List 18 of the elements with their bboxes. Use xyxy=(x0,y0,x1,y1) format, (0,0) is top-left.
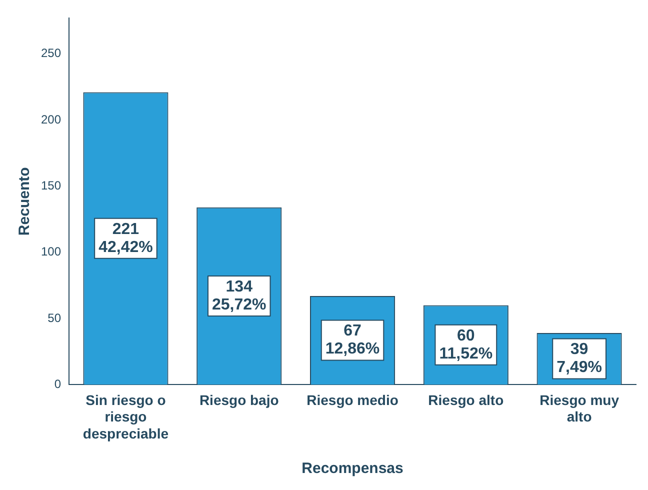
x-tick-label: Sin riesgo o riesgo despreciable xyxy=(82,392,169,442)
y-tick-label: 250 xyxy=(40,46,62,60)
y-tick-label: 150 xyxy=(40,178,62,192)
y-axis-title: Recuento xyxy=(16,167,34,236)
x-tick-label: Riesgo medio xyxy=(306,392,398,408)
y-tick-label: 200 xyxy=(40,112,62,126)
data-label: 39 7,49% xyxy=(556,341,602,376)
data-label: 134 25,72% xyxy=(212,278,266,314)
y-tick-label: 100 xyxy=(40,244,62,259)
data-label: 221 42,42% xyxy=(98,220,153,256)
x-tick-label: Riesgo alto xyxy=(428,392,504,408)
x-tick-label: Riesgo bajo xyxy=(199,392,279,408)
data-label: 67 12,86% xyxy=(325,322,380,358)
y-tick-label: 50 xyxy=(48,310,62,325)
data-label: 60 11,52% xyxy=(439,327,493,362)
y-tick-label: 0 xyxy=(54,376,62,391)
x-axis-title: Recompensas xyxy=(302,460,404,478)
x-tick-label: Riesgo muy alto xyxy=(540,392,620,425)
